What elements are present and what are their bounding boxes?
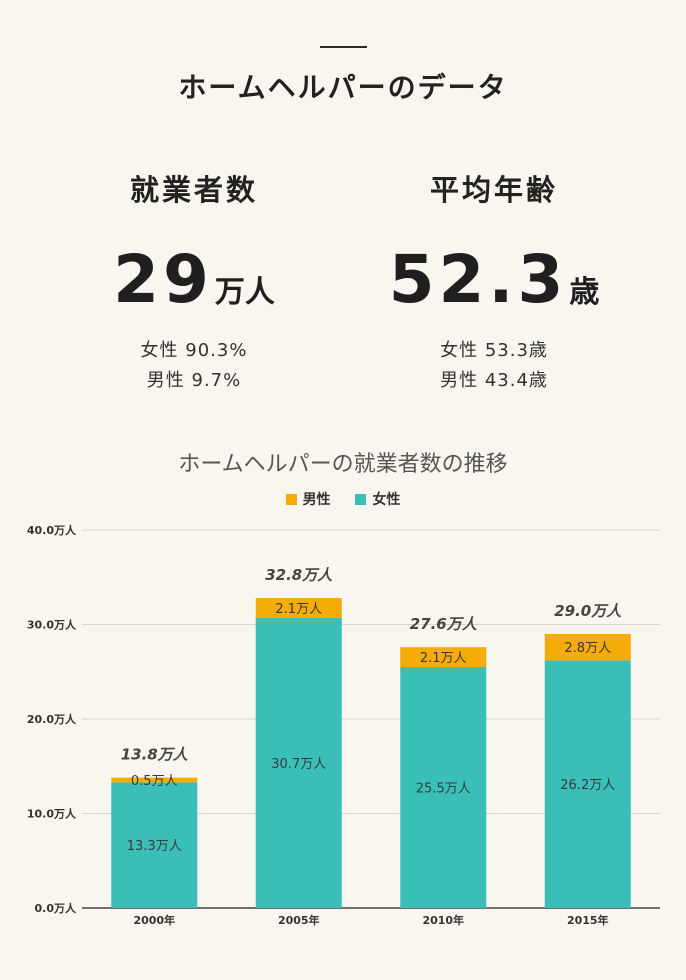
age-value: 52.3 xyxy=(388,241,568,318)
y-tick-label: 10.0万人 xyxy=(27,807,77,821)
bar-female xyxy=(400,667,487,908)
age-female: 女性 53.3歳 xyxy=(440,340,548,361)
age-male: 男性 43.4歳 xyxy=(440,370,548,391)
x-tick-label: 2015年 xyxy=(567,913,609,927)
legend-swatch-male xyxy=(285,494,297,505)
y-tick-label: 20.0万人 xyxy=(27,712,77,726)
employees-heading: 就業者数 xyxy=(129,173,258,207)
x-tick-label: 2010年 xyxy=(422,913,464,927)
employees-unit: 万人 xyxy=(214,275,275,310)
bar-male xyxy=(544,633,631,661)
y-tick-label: 0.0万人 xyxy=(35,901,77,915)
data-label-male: 2.1万人 xyxy=(275,602,322,617)
legend-item-male: 男性 xyxy=(285,489,331,509)
age-unit: 歳 xyxy=(569,275,600,310)
bar-male xyxy=(255,598,342,618)
data-label-total: 13.8万人 xyxy=(121,746,189,764)
page-title: ホームヘルパーのデータ xyxy=(178,71,508,104)
data-label-male: 2.1万人 xyxy=(420,651,467,666)
data-label-total: 27.6万人 xyxy=(410,615,478,633)
bar-female xyxy=(544,660,631,908)
chart-legend: 男性 女性 xyxy=(0,489,686,509)
data-label-male: 0.5万人 xyxy=(131,774,178,789)
age-stat: 平均年齢 52.3歳 女性 53.3歳 男性 43.4歳 xyxy=(344,170,644,396)
stacked-bar-chart: 0.0万人 10.0万人 20.0万人 30.0万人 40.0万人 13.3万人 0.5万人… xyxy=(27,523,660,927)
data-label-female: 13.3万人 xyxy=(127,839,182,854)
y-tick-label: 40.0万人 xyxy=(27,523,77,537)
employees-value-row: 29万人 xyxy=(44,240,344,320)
data-label-female: 30.7万人 xyxy=(271,757,326,772)
data-label-total: 32.8万人 xyxy=(265,566,333,584)
employees-male: 男性 9.7% xyxy=(146,370,242,391)
legend-label-female: 女性 xyxy=(372,492,401,508)
x-tick-label: 2000年 xyxy=(133,913,175,927)
legend-label-male: 男性 xyxy=(302,492,331,508)
x-tick-label: 2005年 xyxy=(278,913,320,927)
chart-title: ホームヘルパーの就業者数の推移 xyxy=(178,452,508,477)
y-tick-label: 30.0万人 xyxy=(27,618,77,632)
legend-item-female: 女性 xyxy=(355,489,400,509)
data-label-total: 29.0万人 xyxy=(554,602,622,620)
data-label-female: 25.5万人 xyxy=(416,782,471,797)
bar-female xyxy=(111,782,198,908)
employees-value: 29 xyxy=(113,241,213,318)
data-label-female: 26.2万人 xyxy=(560,778,615,793)
employees-stat: 就業者数 29万人 女性 90.3% 男性 9.7% xyxy=(44,170,344,396)
legend-swatch-female xyxy=(355,494,367,505)
age-value-row: 52.3歳 xyxy=(344,240,644,320)
data-label-male: 2.8万人 xyxy=(564,641,611,656)
bar-male xyxy=(400,647,487,668)
bar-male xyxy=(111,777,198,783)
age-heading: 平均年齢 xyxy=(429,173,558,207)
employees-female: 女性 90.3% xyxy=(140,340,248,361)
title-divider xyxy=(320,46,367,48)
bar-female xyxy=(255,617,342,908)
